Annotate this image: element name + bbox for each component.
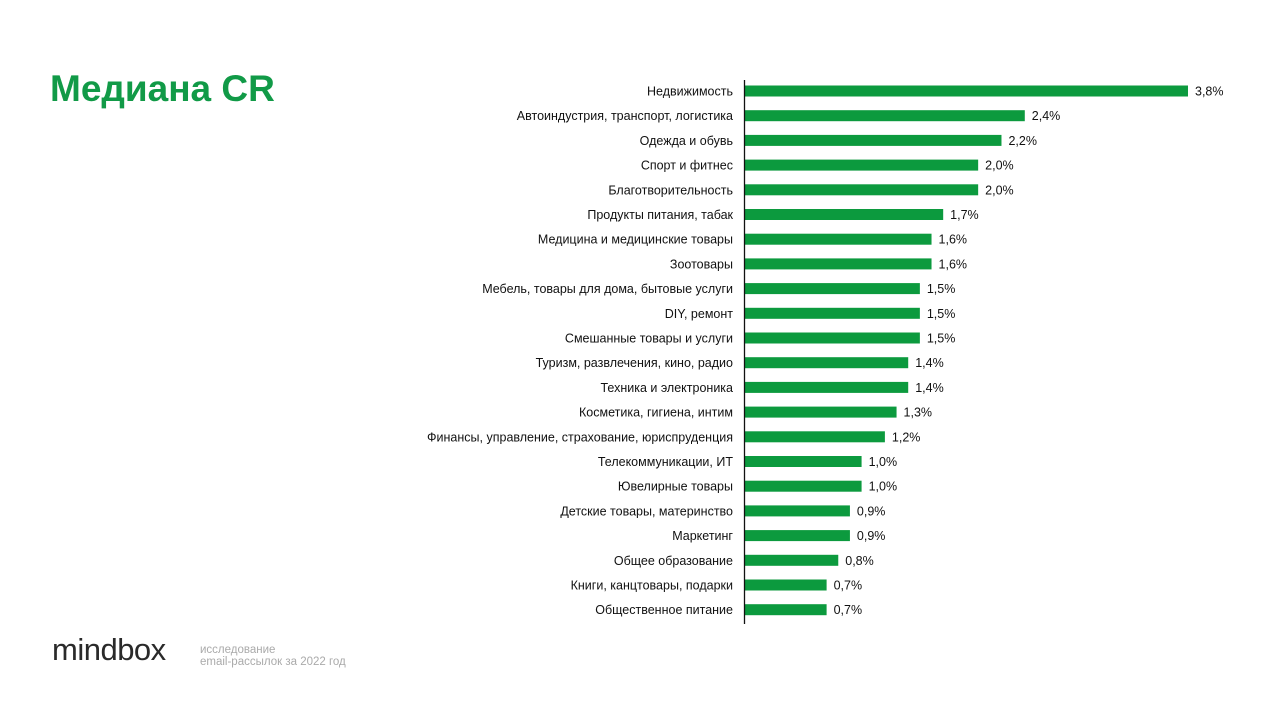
category-label: Спорт и фитнес (641, 159, 733, 173)
bar (745, 184, 979, 196)
value-label: 0,7% (834, 579, 863, 593)
value-label: 1,5% (927, 282, 956, 296)
value-label: 1,3% (904, 406, 933, 420)
value-label: 1,6% (939, 233, 968, 247)
bar (745, 332, 920, 344)
bar (745, 209, 944, 220)
category-label: Продукты питания, табак (587, 208, 733, 222)
bar (745, 579, 827, 591)
bar (745, 505, 850, 517)
bar (745, 480, 862, 492)
value-label: 1,4% (915, 356, 944, 370)
footer-subtitle-line2: email-рассылок за 2022 год (200, 656, 346, 668)
value-label: 0,9% (857, 504, 886, 518)
bar (745, 110, 1025, 122)
bar (745, 159, 979, 171)
bar (745, 134, 1002, 146)
bar (745, 456, 862, 467)
footer-subtitle-line1: исследование (200, 644, 276, 656)
bar (745, 604, 827, 616)
footer-subtitle: исследование email-рассылок за 2022 год (200, 644, 346, 668)
category-label: Ювелирные товары (618, 480, 733, 494)
value-label: 1,5% (927, 307, 956, 321)
bar (745, 530, 850, 542)
value-label: 2,0% (985, 183, 1014, 197)
bar (745, 258, 932, 270)
value-label: 1,0% (869, 455, 898, 469)
bar (745, 307, 920, 319)
value-label: 1,2% (892, 430, 921, 444)
value-label: 3,8% (1195, 85, 1224, 99)
category-label: Медицина и медицинские товары (538, 233, 733, 247)
bar (745, 85, 1188, 97)
bar (745, 554, 839, 566)
value-label: 1,5% (927, 332, 956, 346)
category-label: Мебель, товары для дома, бытовые услуги (482, 282, 733, 296)
category-label: Финансы, управление, страхование, юриспр… (427, 430, 733, 444)
category-label: Недвижимость (647, 85, 733, 99)
value-label: 2,2% (1008, 134, 1036, 148)
value-label: 1,4% (915, 381, 944, 395)
category-label: Общее образование (614, 554, 733, 568)
bar (745, 283, 920, 295)
value-label: 1,0% (869, 480, 898, 494)
category-label: Книги, канцтовары, подарки (571, 579, 733, 593)
category-label: Туризм, развлечения, кино, радио (536, 356, 733, 370)
category-label: Общественное питание (595, 603, 733, 617)
category-label: Детские товары, материнство (560, 504, 733, 518)
category-label: Косметика, гигиена, интим (579, 406, 733, 420)
bar (745, 233, 932, 245)
bar (745, 381, 909, 393)
value-label: 1,7% (950, 208, 979, 222)
category-label: Зоотовары (670, 257, 733, 271)
value-label: 2,4% (1032, 109, 1061, 123)
category-label: Автоиндустрия, транспорт, логистика (517, 109, 733, 123)
value-label: 0,8% (845, 554, 874, 568)
bar (745, 357, 909, 369)
value-label: 2,0% (985, 159, 1014, 173)
value-label: 0,9% (857, 529, 886, 543)
bar (745, 406, 897, 418)
value-label: 0,7% (834, 603, 863, 617)
category-label: Маркетинг (672, 529, 733, 543)
category-label: Смешанные товары и услуги (565, 332, 733, 346)
category-label: Одежда и обувь (640, 134, 733, 148)
category-label: Телекоммуникации, ИТ (598, 455, 733, 469)
mindbox-logo: mindbox (52, 632, 166, 667)
bar (745, 431, 885, 443)
category-label: DIY, ремонт (665, 307, 734, 321)
value-label: 1,6% (939, 257, 968, 271)
category-label: Техника и электроника (600, 381, 733, 395)
category-label: Благотворительность (608, 183, 733, 197)
chart-title: Медиана CR (50, 68, 275, 109)
